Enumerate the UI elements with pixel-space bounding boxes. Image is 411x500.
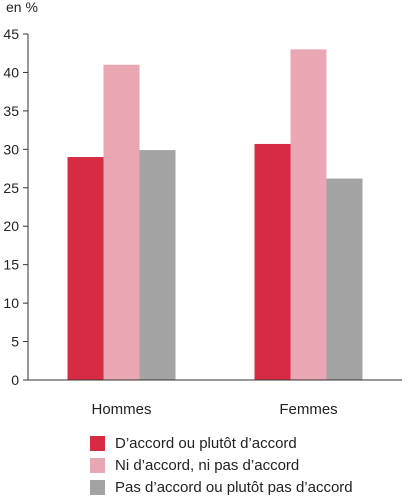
legend-label-disagree: Pas d’accord ou plutôt pas d’accord (115, 478, 353, 496)
y-axis: 0 5 10 15 20 25 30 35 40 45 (3, 26, 29, 388)
y-tick-label-40: 40 (3, 64, 19, 80)
bar-femmes-series-1 (254, 143, 291, 380)
legend-label-neutral: Ni d’accord, ni pas d’accord (115, 456, 300, 474)
y-tick-label-20: 20 (3, 218, 19, 234)
unit-label: en % (6, 0, 38, 15)
legend-item-disagree: Pas d’accord ou plutôt pas d’accord (90, 476, 353, 498)
bar-chart: en % 0 5 10 15 20 25 30 35 40 45 Hommes Femmes (3, 0, 402, 418)
legend-swatch-disagree (90, 479, 105, 495)
bars (67, 49, 363, 380)
y-tick-label-15: 15 (3, 257, 19, 273)
legend-swatch-agree (90, 435, 105, 451)
bar-femmes-series-2 (290, 49, 327, 380)
bar-hommes-series-2 (103, 64, 140, 380)
x-axis: Hommes Femmes (28, 379, 402, 418)
bar-hommes-series-1 (67, 157, 104, 380)
y-tick-label-25: 25 (3, 180, 19, 196)
legend-item-neutral: Ni d’accord, ni pas d’accord (90, 454, 353, 476)
x-tick-label-hommes: Hommes (91, 401, 151, 418)
x-tick-label-femmes: Femmes (279, 401, 337, 418)
y-tick-label-0: 0 (11, 372, 19, 388)
legend-label-agree: D’accord ou plutôt d’accord (115, 434, 297, 452)
y-tick-label-45: 45 (3, 26, 19, 42)
y-tick-label-35: 35 (3, 103, 19, 119)
bar-femmes-series-3 (326, 178, 363, 380)
legend-swatch-neutral (90, 457, 105, 473)
y-tick-label-10: 10 (3, 295, 19, 311)
y-tick-label-5: 5 (11, 334, 19, 350)
y-tick-label-30: 30 (3, 141, 19, 157)
bar-hommes-series-3 (139, 150, 176, 380)
legend-item-agree: D’accord ou plutôt d’accord (90, 432, 353, 454)
legend: D’accord ou plutôt d’accord Ni d’accord,… (90, 432, 353, 498)
